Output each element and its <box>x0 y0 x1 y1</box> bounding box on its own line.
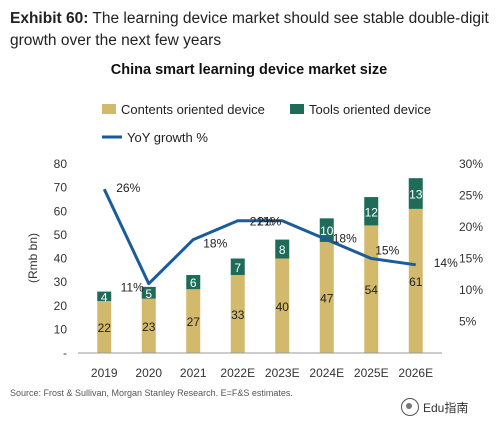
legend-label-tools: Tools oriented device <box>309 102 431 117</box>
exhibit-text: The learning device market should see st… <box>10 10 489 49</box>
bar-contents <box>275 258 290 353</box>
bar-label-contents: 27 <box>187 315 201 329</box>
bar-tools <box>364 197 379 226</box>
wechat-logo-icon <box>401 398 419 416</box>
bar-label-contents: 47 <box>320 291 334 305</box>
y-tick-label: 70 <box>54 181 68 195</box>
bar-tools <box>408 178 423 209</box>
bar-contents <box>186 289 201 353</box>
legend-swatch-contents <box>102 104 116 114</box>
bar-contents <box>230 275 245 353</box>
yoy-label: 21% <box>257 215 281 229</box>
y2-tick-label: 20% <box>459 220 483 234</box>
y-tick-label: - <box>63 346 67 360</box>
bar-label-contents: 22 <box>98 321 112 335</box>
bar-label-tools: 13 <box>409 188 423 202</box>
y-tick-label: 30 <box>54 275 68 289</box>
yoy-label: 26% <box>116 181 140 195</box>
yoy-label: 14% <box>434 256 458 270</box>
bar-label-tools: 5 <box>145 287 152 301</box>
bar-label-contents: 23 <box>142 320 156 334</box>
bar-label-tools: 4 <box>101 290 108 304</box>
yoy-label: 18% <box>203 237 227 251</box>
chart-title: China smart learning device market size <box>110 62 388 78</box>
exhibit-label: Exhibit 60: <box>10 10 89 27</box>
y-tick-label: 10 <box>54 322 68 336</box>
bar-contents <box>141 298 156 353</box>
x-tick-label: 2024E <box>309 366 344 380</box>
yoy-label: 15% <box>375 244 399 258</box>
bar-label-contents: 54 <box>365 283 379 297</box>
y-tick-label: 60 <box>54 204 68 218</box>
bar-label-tools: 10 <box>320 224 334 238</box>
y2-tick-label: 15% <box>459 252 483 266</box>
x-tick-label: 2020 <box>135 366 162 380</box>
bar-tools <box>319 218 334 242</box>
exhibit-caption: Exhibit 60: The learning device market s… <box>10 8 492 52</box>
bar-label-tools: 12 <box>365 205 379 219</box>
bar-label-tools: 7 <box>234 261 241 275</box>
bar-tools <box>141 286 156 299</box>
y-tick-label: 80 <box>54 157 68 171</box>
bar-label-contents: 33 <box>231 308 245 322</box>
bar-contents <box>319 241 334 353</box>
x-tick-label: 2023E <box>265 366 300 380</box>
x-tick-label: 2025E <box>354 366 389 380</box>
source-note: Source: Frost & Sullivan, Morgan Stanley… <box>10 388 293 398</box>
x-tick-label: 2021 <box>180 366 207 380</box>
x-tick-label: 2026E <box>398 366 433 380</box>
y2-tick-label: 10% <box>459 283 483 297</box>
bar-label-tools: 8 <box>279 243 286 257</box>
watermark-text: Edu指南 <box>423 400 469 415</box>
bar-tools <box>275 239 290 259</box>
legend-label-contents: Contents oriented device <box>121 102 265 117</box>
yoy-label: 11% <box>121 281 144 295</box>
y2-tick-label: 30% <box>459 157 483 171</box>
y-axis-title: (Rmb bn) <box>26 233 40 283</box>
bar-contents <box>408 208 423 353</box>
yoy-line <box>102 188 416 286</box>
bar-label-contents: 40 <box>276 300 290 314</box>
legend-swatch-tools <box>290 104 304 114</box>
bar-contents <box>97 301 112 353</box>
bar-tools <box>186 275 201 290</box>
watermark: Edu指南 <box>401 398 468 416</box>
y-tick-label: 50 <box>54 228 68 242</box>
bar-tools <box>230 258 245 276</box>
x-tick-label: 2019 <box>91 366 118 380</box>
legend-label-yoy: YoY growth % <box>127 130 208 145</box>
bar-tools <box>97 291 112 302</box>
bar-label-contents: 61 <box>409 275 423 289</box>
y2-tick-label: 25% <box>459 189 483 203</box>
yoy-label: 18% <box>333 232 357 246</box>
y2-tick-label: 5% <box>459 315 477 329</box>
y-tick-label: 20 <box>54 299 68 313</box>
x-tick-label: 2022E <box>220 366 255 380</box>
bar-label-tools: 6 <box>190 276 197 290</box>
yoy-label: 21% <box>250 215 274 229</box>
y-tick-label: 40 <box>54 252 68 266</box>
